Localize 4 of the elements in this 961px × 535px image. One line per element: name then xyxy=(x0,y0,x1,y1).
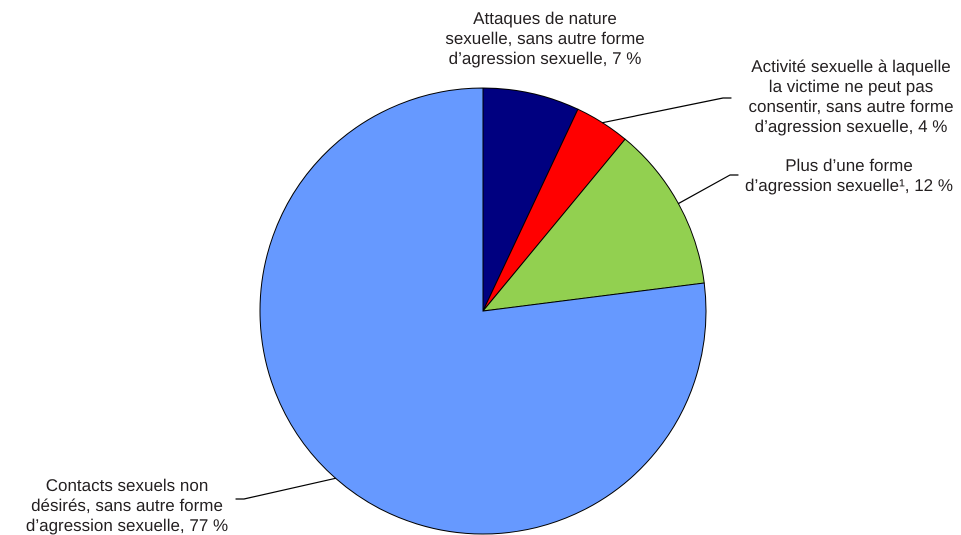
slice-label: Activité sexuelle à laquelle la victime ne peut pas consentir, sans autre forme d’agression sexuelle, 4 % xyxy=(748,57,954,136)
slice-label: Attaques de nature sexuelle, sans autre forme d’agression sexuelle, 7 % xyxy=(445,9,645,68)
slice-label: Plus d’une forme d’agression sexuelle¹, 12 % xyxy=(745,156,953,195)
slice-label: Contacts sexuels non désirés, sans autre forme d’agression sexuelle, 77 % xyxy=(26,476,228,535)
